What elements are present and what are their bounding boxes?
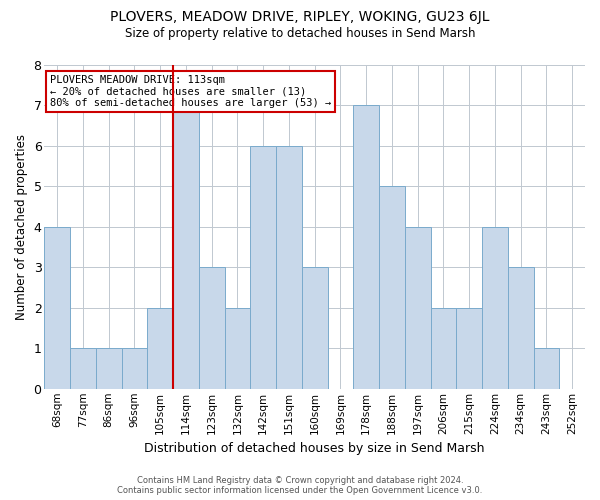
X-axis label: Distribution of detached houses by size in Send Marsh: Distribution of detached houses by size …: [145, 442, 485, 455]
Bar: [405, 227, 431, 389]
Bar: [44, 227, 70, 389]
Bar: [224, 308, 250, 389]
Text: PLOVERS MEADOW DRIVE: 113sqm
← 20% of detached houses are smaller (13)
80% of se: PLOVERS MEADOW DRIVE: 113sqm ← 20% of de…: [50, 74, 331, 108]
Bar: [533, 348, 559, 389]
Bar: [96, 348, 122, 389]
Bar: [276, 146, 302, 389]
Bar: [353, 106, 379, 389]
Bar: [482, 227, 508, 389]
Bar: [508, 268, 533, 389]
Text: PLOVERS, MEADOW DRIVE, RIPLEY, WOKING, GU23 6JL: PLOVERS, MEADOW DRIVE, RIPLEY, WOKING, G…: [110, 10, 490, 24]
Bar: [379, 186, 405, 389]
Bar: [199, 268, 224, 389]
Bar: [456, 308, 482, 389]
Y-axis label: Number of detached properties: Number of detached properties: [15, 134, 28, 320]
Text: Contains HM Land Registry data © Crown copyright and database right 2024.
Contai: Contains HM Land Registry data © Crown c…: [118, 476, 482, 495]
Bar: [70, 348, 96, 389]
Bar: [302, 268, 328, 389]
Bar: [173, 106, 199, 389]
Text: Size of property relative to detached houses in Send Marsh: Size of property relative to detached ho…: [125, 28, 475, 40]
Bar: [148, 308, 173, 389]
Bar: [122, 348, 148, 389]
Bar: [250, 146, 276, 389]
Bar: [431, 308, 456, 389]
